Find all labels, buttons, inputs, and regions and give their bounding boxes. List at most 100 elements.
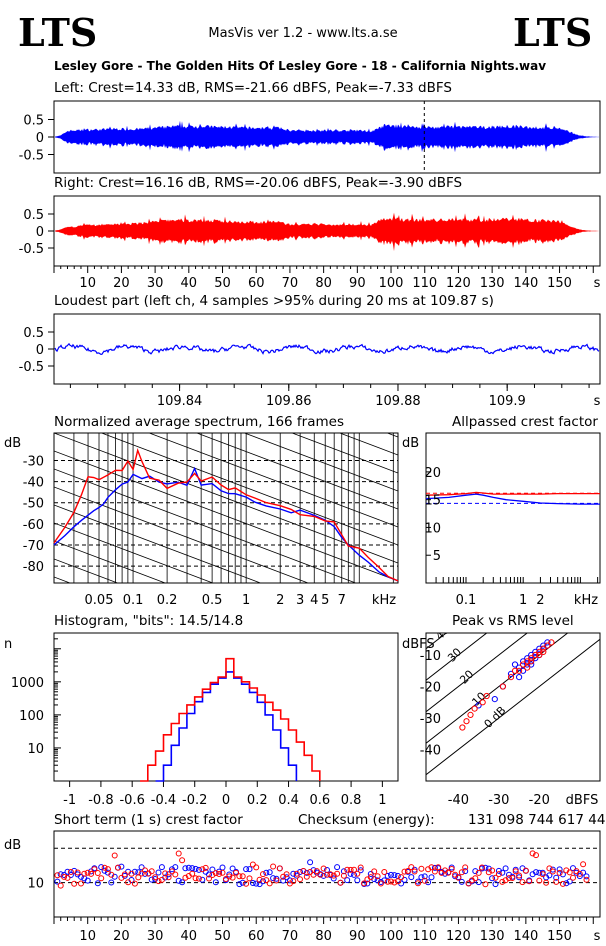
stcrest-right-point	[475, 869, 482, 876]
stcrest-xtick-label: 120	[446, 929, 471, 944]
stcrest-right-point	[553, 878, 560, 885]
spectrum-title: Normalized average spectrum, 166 frames	[54, 414, 344, 430]
stcrest-left-point	[118, 863, 125, 870]
stcrest-left-point	[553, 874, 560, 881]
stcrest-right-point	[71, 880, 78, 887]
right-xtick-label: 120	[446, 276, 471, 290]
stcrest-right-point	[78, 880, 84, 887]
stcrest-left-point	[54, 878, 61, 885]
left-ytick-label: 0.5	[23, 114, 44, 129]
stcrest-right-point	[290, 878, 297, 885]
peakrms-right-point	[511, 667, 519, 674]
peakrms-ytick-label: -10	[420, 649, 441, 664]
stcrest-left-point	[158, 864, 165, 871]
stcrest-right-point	[249, 861, 256, 868]
right-xunit: s	[594, 276, 601, 290]
stcrest-right-point	[313, 868, 320, 875]
peakrms-left-point	[544, 639, 551, 646]
allpassed-ylabel: dB	[402, 436, 419, 451]
stcrest-left-point	[442, 870, 448, 877]
stcrest-xunit: s	[594, 929, 601, 944]
stcrest-right-point	[334, 870, 341, 877]
stcrest-right-point	[452, 871, 459, 878]
stcrest-xtick-label: 110	[412, 929, 437, 944]
stcrest-right-point	[115, 864, 121, 871]
stcrest-right-point	[61, 873, 68, 880]
peakrms-right-point	[528, 658, 535, 665]
stcrest-left-point	[431, 864, 438, 871]
stcrest-right-point	[445, 869, 452, 876]
right-xtick-label: 60	[248, 276, 265, 290]
spectrum-ytick-label: -40	[23, 476, 44, 491]
peakrms-ytick-label: -20	[420, 681, 441, 696]
stcrest-left-point	[192, 865, 199, 872]
peakrms-xlabel: dBFS	[566, 793, 599, 808]
stcrest-right-point	[179, 857, 186, 864]
histogram-ylabel: n	[4, 637, 12, 652]
stcrest-right-point	[236, 873, 243, 880]
stcrest-left-point	[549, 866, 556, 873]
stcrest-right-point	[175, 850, 182, 857]
stcrest-left-point	[351, 871, 357, 878]
stcrest-right-point	[317, 871, 324, 878]
stcrest-right-point	[233, 869, 239, 876]
stcrest-right-point	[570, 874, 576, 881]
stcrest-chart: dB 10 10 20 30 40 50 60 70 80 90 100 110 120 130 140 150…	[4, 830, 601, 944]
stcrest-right-point	[499, 878, 506, 885]
stcrest-left-point	[364, 880, 371, 887]
stcrest-left-point	[421, 873, 428, 880]
loudest-title: Loudest part (left ch, 4 samples >95% du…	[54, 293, 494, 309]
stcrest-left-point	[563, 880, 570, 887]
allpassed-ytick-label: 15	[424, 494, 441, 509]
stcrest-left-point	[344, 877, 351, 884]
stcrest-left-point	[57, 871, 64, 878]
checksum-value: 131 098 744 617 441	[468, 812, 606, 828]
stcrest-right-point	[546, 865, 553, 872]
peakrms-left-point	[511, 661, 519, 668]
stcrest-right-point	[465, 880, 472, 887]
spectrum-left-line	[53, 466, 399, 582]
stcrest-right-point	[337, 879, 344, 886]
stcrest-right-point	[320, 865, 327, 872]
stcrest-left-point	[428, 874, 435, 881]
stcrest-left-point	[283, 874, 290, 881]
stcrest-right-point	[367, 874, 374, 881]
stcrest-right-point	[94, 870, 101, 876]
app-title: MasVis ver 1.2 - www.lts.a.se	[208, 26, 398, 41]
stcrest-xtick-label: 80	[315, 929, 332, 944]
stcrest-right-point	[266, 880, 273, 887]
stcrest-right-point	[384, 878, 391, 885]
stcrest-ylabel: dB	[4, 838, 21, 853]
allpassed-ytick-label: 10	[424, 521, 441, 536]
right-xtick-label: 30	[147, 276, 164, 290]
stcrest-left-point	[516, 874, 523, 881]
spectrum-slope-line	[54, 468, 357, 583]
peakrms-crest-label: 40	[433, 632, 452, 643]
stcrest-right-point	[108, 871, 115, 878]
stcrest-left-point	[492, 881, 499, 888]
peakrms-left-point	[524, 661, 531, 668]
loudest-ytick-label: 0	[36, 343, 44, 358]
spectrum-xunit: kHz	[372, 593, 396, 608]
spectrum-slope-line	[148, 433, 398, 528]
stcrest-right-point	[152, 874, 159, 881]
histogram-title: Histogram, "bits": 14.5/14.8	[54, 613, 244, 629]
stcrest-right-point	[351, 866, 357, 873]
loudest-ytick-label: 0.5	[23, 326, 44, 341]
stcrest-left-point	[185, 864, 192, 871]
spectrum-xtick-label: 0.1	[123, 593, 144, 608]
peakrms-xtick-label: -40	[448, 793, 469, 808]
stcrest-left-point	[462, 868, 469, 875]
loudest-xtick-label: 109.84	[157, 394, 203, 408]
peakrms-left-point	[491, 696, 498, 703]
peakrms-right-point	[499, 683, 507, 690]
stcrest-right-point	[74, 869, 81, 876]
allpassed-xtick-label: 1	[519, 593, 527, 608]
stcrest-left-point	[179, 879, 186, 886]
stcrest-right-point	[448, 866, 455, 872]
spectrum-xtick-label: 2	[276, 593, 284, 608]
spectrum-xtick-label: 5	[321, 593, 329, 608]
stcrest-right-point	[374, 873, 381, 880]
peakrms-right-point	[520, 661, 527, 668]
stcrest-right-point	[101, 864, 108, 871]
